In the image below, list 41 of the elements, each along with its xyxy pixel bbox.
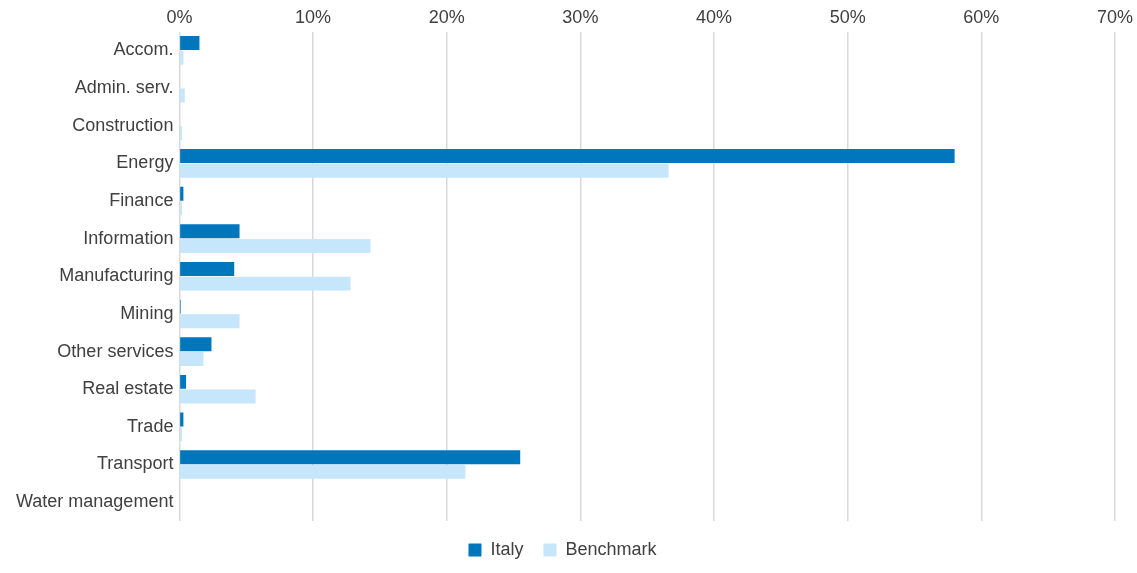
bar <box>180 374 187 389</box>
x-tick-label: 50% <box>829 6 866 27</box>
y-tick-label: Transport <box>97 453 174 474</box>
bar <box>180 261 235 276</box>
y-tick-label: Information <box>83 227 174 248</box>
y-tick-label: Trade <box>127 415 174 436</box>
y-tick-label: Accom. <box>113 39 174 60</box>
bar <box>180 163 669 178</box>
bar <box>180 224 240 239</box>
x-tick-label: 30% <box>562 6 599 27</box>
x-tick-label: 0% <box>166 6 193 27</box>
x-tick-label: 70% <box>1096 6 1134 27</box>
bar <box>180 389 256 404</box>
bar <box>180 337 212 352</box>
y-tick-label: Manufacturing <box>59 265 174 286</box>
legend-label: Italy <box>490 538 524 559</box>
bar <box>180 450 521 465</box>
y-tick-label: Energy <box>116 152 174 173</box>
y-tick-label: Other services <box>57 340 174 361</box>
y-tick-label: Admin. serv. <box>74 77 174 98</box>
bar <box>180 412 184 427</box>
bar <box>180 50 184 65</box>
bar <box>180 276 351 291</box>
bar <box>180 464 466 479</box>
bar <box>180 314 240 329</box>
x-tick-label: 10% <box>295 6 332 27</box>
bar <box>180 351 204 366</box>
bar <box>180 149 955 163</box>
x-tick-label: 40% <box>696 6 733 27</box>
y-tick-label: Construction <box>72 114 174 135</box>
bar <box>180 186 184 201</box>
y-tick-label: Water management <box>16 491 174 512</box>
bar <box>180 36 200 51</box>
y-tick-label: Finance <box>109 189 174 210</box>
y-tick-label: Mining <box>120 302 174 323</box>
y-tick-label: Real estate <box>82 378 174 399</box>
legend-label: Benchmark <box>565 538 658 559</box>
bar <box>180 88 185 103</box>
bar <box>180 239 371 253</box>
x-tick-label: 60% <box>963 6 1000 27</box>
x-tick-label: 20% <box>428 6 465 27</box>
